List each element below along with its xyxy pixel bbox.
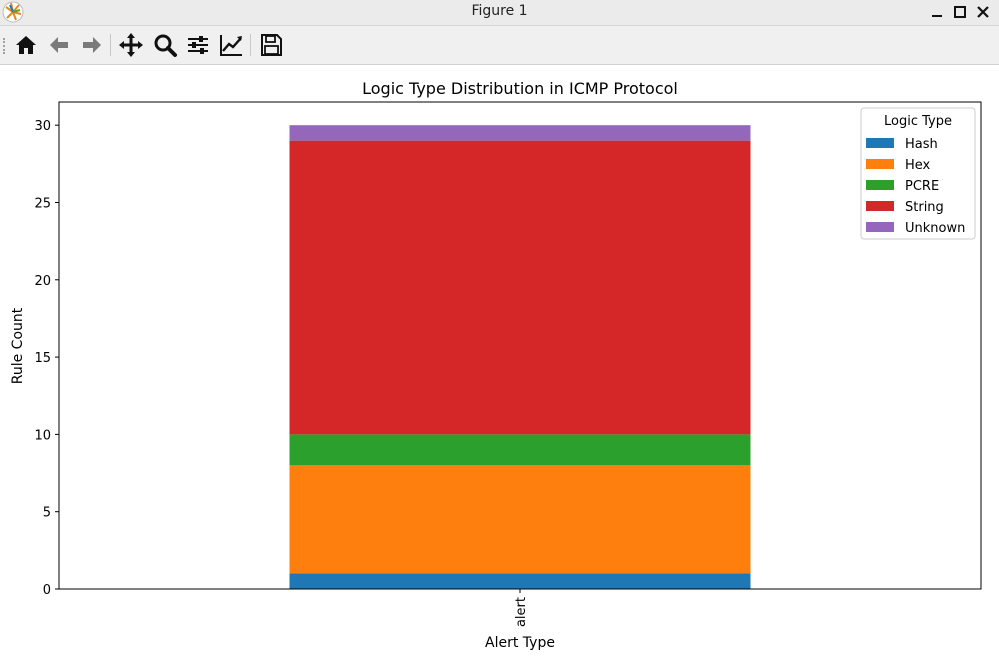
stacked-bar-chart: Logic Type Distribution in ICMP Protocol… — [10, 79, 982, 651]
edit-axes-icon — [220, 35, 242, 56]
pan-icon — [119, 33, 143, 57]
save-button[interactable] — [258, 32, 284, 58]
legend-label-hex: Hex — [905, 158, 931, 173]
minimize-icon — [932, 15, 942, 17]
bar-segment-hash — [289, 573, 751, 589]
window-titlebar: Figure 1 — [0, 0, 999, 26]
x-tick-label: alert — [514, 597, 529, 627]
zoom-icon — [154, 34, 177, 57]
x-axis-label: Alert Type — [485, 635, 555, 651]
minimize-button[interactable] — [927, 3, 947, 21]
close-button[interactable] — [973, 3, 993, 21]
chart-title: Logic Type Distribution in ICMP Protocol — [362, 79, 678, 98]
back-arrow-icon — [50, 37, 68, 53]
legend-title: Logic Type — [884, 114, 952, 129]
configure-subplots-button[interactable] — [185, 32, 211, 58]
y-tick-label: 20 — [34, 274, 51, 289]
toolbar-grip — [3, 38, 7, 54]
matplotlib-app-icon — [2, 1, 24, 23]
bar-segment-string — [289, 140, 751, 435]
back-button[interactable] — [46, 32, 72, 58]
forward-arrow-icon — [83, 37, 101, 53]
bar-segments — [289, 125, 751, 589]
close-icon — [977, 6, 989, 18]
legend-swatch-unknown — [866, 222, 894, 232]
toolbar-separator — [250, 34, 251, 56]
legend-swatch-string — [866, 201, 894, 211]
bar-segment-hex — [289, 465, 751, 574]
figure-canvas[interactable]: Logic Type Distribution in ICMP Protocol… — [0, 65, 999, 663]
axes-frame — [58, 101, 982, 590]
bar-segment-pcre — [289, 434, 751, 466]
legend-swatch-hash — [866, 138, 894, 148]
y-tick-label: 25 — [34, 196, 51, 211]
legend-label-hash: Hash — [905, 137, 938, 152]
legend-swatch-pcre — [866, 180, 894, 190]
window-title: Figure 1 — [471, 3, 528, 19]
legend: Logic Type Hash Hex PCRE String Unknown — [860, 107, 976, 240]
maximize-button[interactable] — [950, 3, 970, 21]
save-icon — [261, 34, 282, 56]
zoom-button[interactable] — [152, 32, 178, 58]
y-tick-label: 5 — [43, 506, 51, 521]
legend-label-unknown: Unknown — [905, 221, 965, 236]
y-tick-label: 30 — [34, 119, 51, 134]
y-tick-label: 10 — [34, 428, 51, 443]
configure-subplots-icon — [188, 36, 208, 54]
maximize-icon — [954, 6, 966, 18]
forward-button[interactable] — [79, 32, 105, 58]
y-axis: 0 5 10 15 20 25 30 — [34, 119, 59, 598]
toolbar-separator — [110, 34, 111, 56]
edit-axes-button[interactable] — [218, 32, 244, 58]
y-tick-label: 0 — [43, 583, 51, 598]
legend-label-pcre: PCRE — [905, 179, 939, 194]
navigation-toolbar — [0, 26, 999, 65]
legend-swatch-hex — [866, 159, 894, 169]
y-tick-label: 15 — [34, 351, 51, 366]
x-axis: alert — [514, 589, 529, 627]
pan-button[interactable] — [118, 32, 144, 58]
y-axis-label: Rule Count — [10, 307, 26, 384]
home-icon — [16, 36, 36, 54]
bar-segment-unknown — [289, 125, 751, 141]
legend-label-string: String — [905, 200, 944, 215]
home-button[interactable] — [13, 32, 39, 58]
